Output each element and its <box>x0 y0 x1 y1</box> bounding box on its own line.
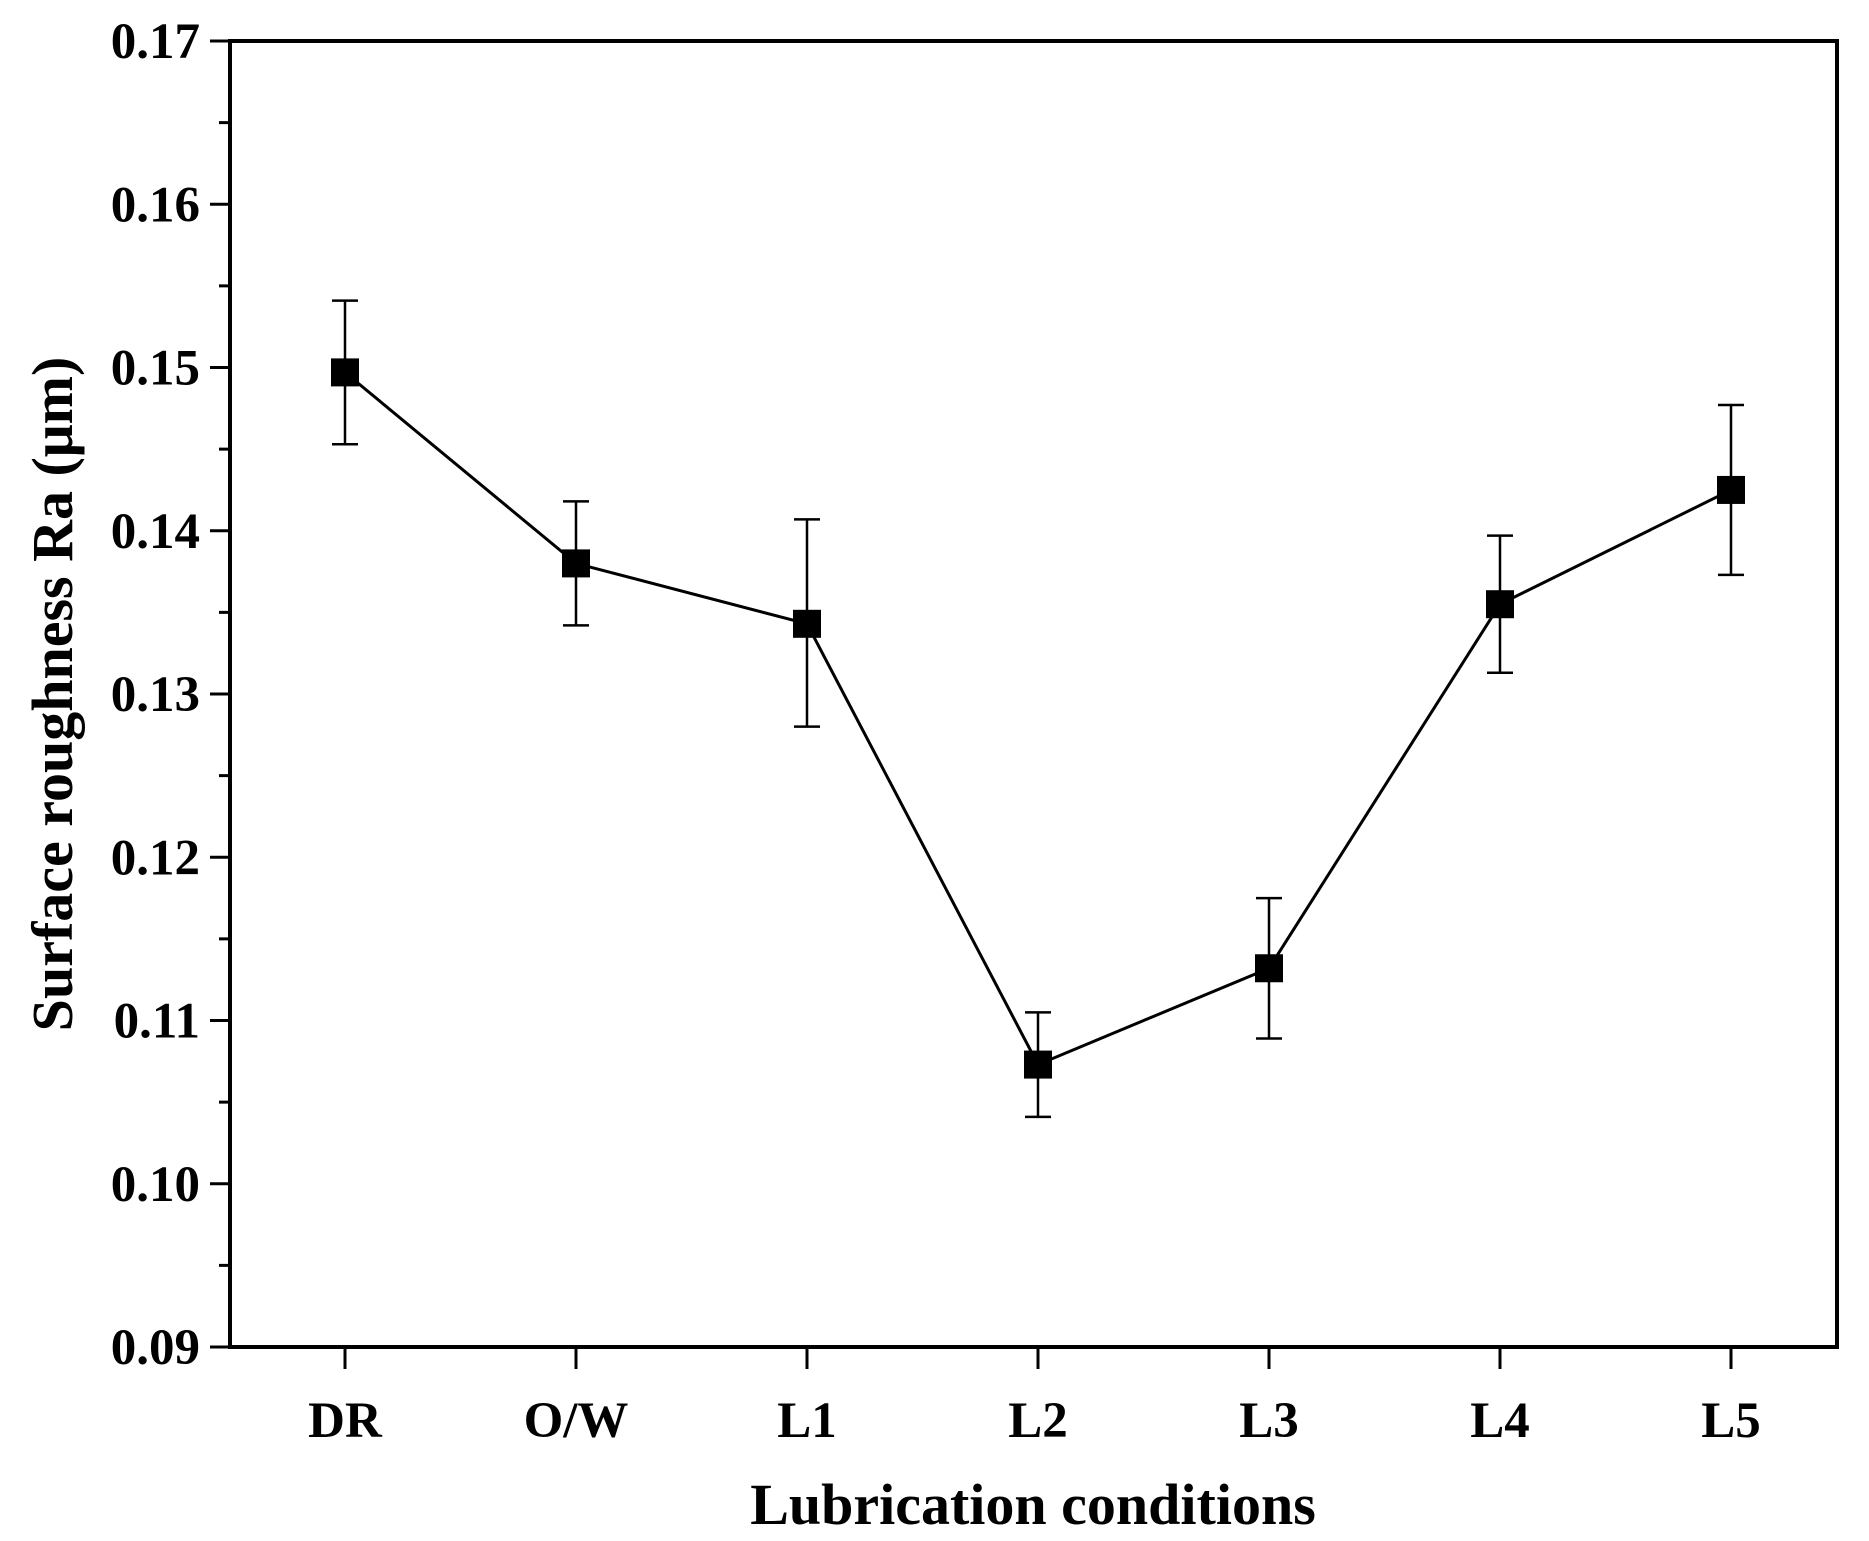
y-tick-label: 0.09 <box>111 1320 200 1376</box>
y-tick-label: 0.12 <box>111 830 200 886</box>
y-tick-label: 0.10 <box>111 1157 200 1213</box>
plot-frame <box>228 39 1839 1349</box>
x-tick-label: L1 <box>777 1393 837 1449</box>
series-ra <box>331 299 1745 1119</box>
x-axis-title: Lubrication conditions <box>750 1472 1316 1537</box>
data-point-marker <box>562 549 590 578</box>
x-tick-label: O/W <box>524 1393 629 1449</box>
y-axis: 0.09 0.10 0.11 0.12 0.13 0.14 0.15 0.16 0.17 <box>111 14 230 1376</box>
series-line <box>344 371 1732 1067</box>
y-tick-label: 0.13 <box>111 667 200 723</box>
data-point-marker <box>331 358 359 387</box>
y-tick-label: 0.16 <box>111 177 200 233</box>
x-tick-label: L3 <box>1239 1393 1299 1449</box>
y-tick-label: 0.15 <box>111 341 200 397</box>
x-tick-label: L5 <box>1701 1393 1761 1449</box>
x-tick-label: DR <box>308 1393 383 1449</box>
data-point-marker <box>793 609 821 638</box>
x-tick-label: L2 <box>1008 1393 1068 1449</box>
y-tick-label: 0.11 <box>114 994 200 1050</box>
y-tick-label: 0.14 <box>111 504 200 560</box>
data-point-marker <box>1024 1050 1052 1079</box>
data-point-marker <box>1255 954 1283 983</box>
x-tick-label: L4 <box>1470 1393 1530 1449</box>
y-tick-label: 0.17 <box>111 14 200 70</box>
data-point-marker <box>1486 590 1514 619</box>
x-axis: DR O/W L1 L2 L3 L4 L5 <box>308 1347 1761 1449</box>
y-axis-title: Surface roughness Ra (μm) <box>20 357 85 1032</box>
data-point-marker <box>1717 475 1745 504</box>
